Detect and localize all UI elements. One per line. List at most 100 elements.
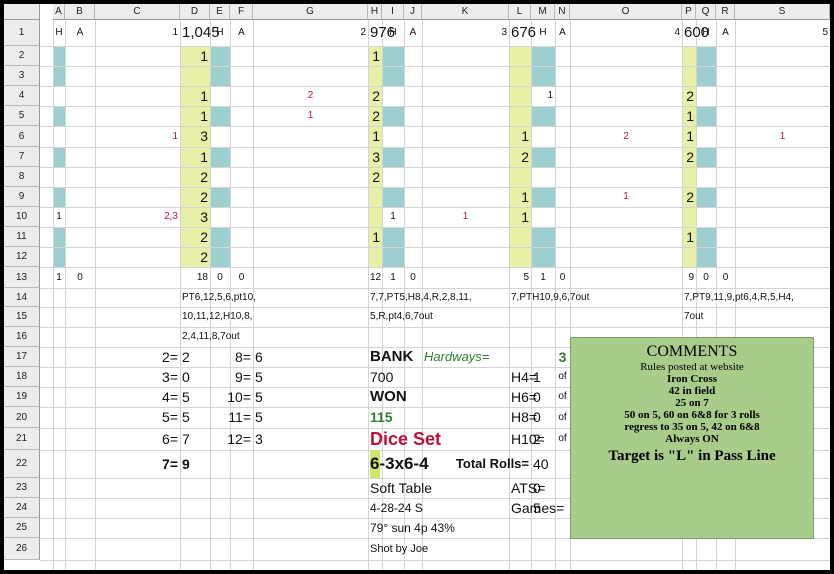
comments-line: Always ON bbox=[665, 433, 719, 445]
count-label: 11= bbox=[228, 409, 251, 425]
count-value: 5 bbox=[255, 369, 263, 385]
row-header-18[interactable]: 18 bbox=[4, 367, 40, 387]
column-header-q[interactable]: Q bbox=[696, 4, 716, 20]
grid-hline bbox=[40, 450, 830, 451]
select-all-corner[interactable] bbox=[4, 4, 40, 20]
column-header-b[interactable]: B bbox=[65, 4, 95, 20]
marker-value: 1 bbox=[56, 211, 62, 222]
row-header-20[interactable]: 20 bbox=[4, 407, 40, 428]
column-header-h[interactable]: H bbox=[368, 4, 382, 20]
row-header-14[interactable]: 14 bbox=[4, 288, 40, 307]
dice-set-label: Dice Set bbox=[370, 429, 442, 449]
games-value: 5 bbox=[533, 500, 541, 516]
row-header-3[interactable]: 3 bbox=[4, 66, 40, 86]
hardway-label: H8= bbox=[511, 409, 538, 425]
row-header-21[interactable]: 21 bbox=[4, 428, 40, 450]
hardways-label: Hardways= bbox=[424, 349, 490, 364]
hardway-label: H4= bbox=[511, 369, 538, 385]
result-value: 2 bbox=[686, 88, 694, 104]
set-header-h: H bbox=[539, 27, 547, 38]
result-column-fill bbox=[682, 46, 696, 267]
row-header-7[interactable]: 7 bbox=[4, 147, 40, 167]
result-value: 1 bbox=[686, 128, 694, 144]
row-header-11[interactable]: 11 bbox=[4, 227, 40, 247]
count-label: 12= bbox=[227, 431, 251, 447]
row-header-23[interactable]: 23 bbox=[4, 478, 40, 498]
column-header-m[interactable]: M bbox=[531, 4, 555, 20]
set-number: 2 bbox=[360, 27, 366, 38]
column-header-c[interactable]: C bbox=[95, 4, 180, 20]
result-value: 1 bbox=[372, 48, 380, 64]
column-header-e[interactable]: E bbox=[210, 4, 230, 20]
roll-sequence: 7,PT9,11,9,pt6,4,R,5,H4, bbox=[684, 292, 794, 303]
marker-cell-fill bbox=[382, 66, 404, 86]
count-label: 4= bbox=[162, 389, 178, 405]
column-header-a[interactable]: A bbox=[53, 4, 65, 20]
column-header-g[interactable]: G bbox=[253, 4, 368, 20]
count-label: 5= bbox=[162, 409, 178, 425]
row-header-24[interactable]: 24 bbox=[4, 498, 40, 518]
ats-label: ATS= bbox=[511, 480, 546, 496]
marker-cell-fill bbox=[53, 247, 65, 267]
grid-vline bbox=[509, 20, 510, 570]
row-header-2[interactable]: 2 bbox=[4, 46, 40, 66]
grid-vline bbox=[404, 20, 405, 570]
marker-cell-fill bbox=[210, 147, 230, 167]
total-value: 9 bbox=[688, 272, 694, 283]
grid-hline bbox=[40, 367, 830, 368]
marker-cell-fill bbox=[531, 106, 555, 126]
row-header-16[interactable]: 16 bbox=[4, 327, 40, 347]
column-header-i[interactable]: I bbox=[382, 4, 404, 20]
row-header-15[interactable]: 15 bbox=[4, 307, 40, 327]
row-header-5[interactable]: 5 bbox=[4, 106, 40, 126]
roll-sequence: 7,PTH10,9,6,7out bbox=[511, 292, 590, 303]
total-value: 0 bbox=[217, 272, 223, 283]
column-header-n[interactable]: N bbox=[555, 4, 570, 20]
hardway-of: of bbox=[558, 412, 567, 423]
row-header-13[interactable]: 13 bbox=[4, 267, 40, 288]
column-header-o[interactable]: O bbox=[570, 4, 682, 20]
row-header-25[interactable]: 25 bbox=[4, 518, 40, 538]
row-header-12[interactable]: 12 bbox=[4, 247, 40, 267]
total-value: 1 bbox=[390, 272, 396, 283]
roll-sequence: 2,4,11,8,7out bbox=[182, 331, 240, 342]
grid-vline bbox=[368, 20, 369, 570]
column-header-j[interactable]: J bbox=[404, 4, 422, 20]
column-header-l[interactable]: L bbox=[509, 4, 531, 20]
count-label: 7= bbox=[162, 456, 178, 472]
comments-title: COMMENTS bbox=[646, 343, 738, 360]
hardway-label: H6= bbox=[511, 389, 538, 405]
shooter: Shot by Joe bbox=[370, 543, 429, 555]
column-header-p[interactable]: P bbox=[682, 4, 696, 20]
set-header-a: A bbox=[559, 27, 566, 38]
result-value: 2 bbox=[200, 189, 208, 205]
grid-hline bbox=[40, 187, 830, 188]
roll-sequence: 5,R,pt4,6,7out bbox=[370, 311, 433, 322]
column-header-r[interactable]: R bbox=[716, 4, 735, 20]
column-header-f[interactable]: F bbox=[230, 4, 253, 20]
count-label: 8= bbox=[235, 349, 251, 365]
row-header-17[interactable]: 17 bbox=[4, 347, 40, 367]
result-value: 1 bbox=[372, 128, 380, 144]
column-header-d[interactable]: D bbox=[180, 4, 210, 20]
result-value: 2 bbox=[372, 108, 380, 124]
row-header-10[interactable]: 10 bbox=[4, 207, 40, 227]
count-value: 7 bbox=[182, 431, 190, 447]
row-header-22[interactable]: 22 bbox=[4, 450, 40, 478]
total-value: 0 bbox=[77, 272, 83, 283]
row-header-19[interactable]: 19 bbox=[4, 387, 40, 407]
column-header-s[interactable]: S bbox=[735, 4, 830, 20]
row-header-1[interactable]: 1 bbox=[4, 20, 40, 46]
grid-vline bbox=[531, 20, 532, 570]
row-header-4[interactable]: 4 bbox=[4, 86, 40, 106]
grid-vline bbox=[422, 20, 423, 570]
set-total: 976 bbox=[370, 20, 395, 46]
row-header-9[interactable]: 9 bbox=[4, 187, 40, 207]
row-header-8[interactable]: 8 bbox=[4, 167, 40, 187]
comments-line: Rules posted at website bbox=[640, 361, 744, 373]
row-header-26[interactable]: 26 bbox=[4, 538, 40, 560]
grid-hline bbox=[40, 288, 830, 289]
row-header-6[interactable]: 6 bbox=[4, 126, 40, 147]
column-header-k[interactable]: K bbox=[422, 4, 509, 20]
comments-line: 25 on 7 bbox=[675, 397, 709, 409]
